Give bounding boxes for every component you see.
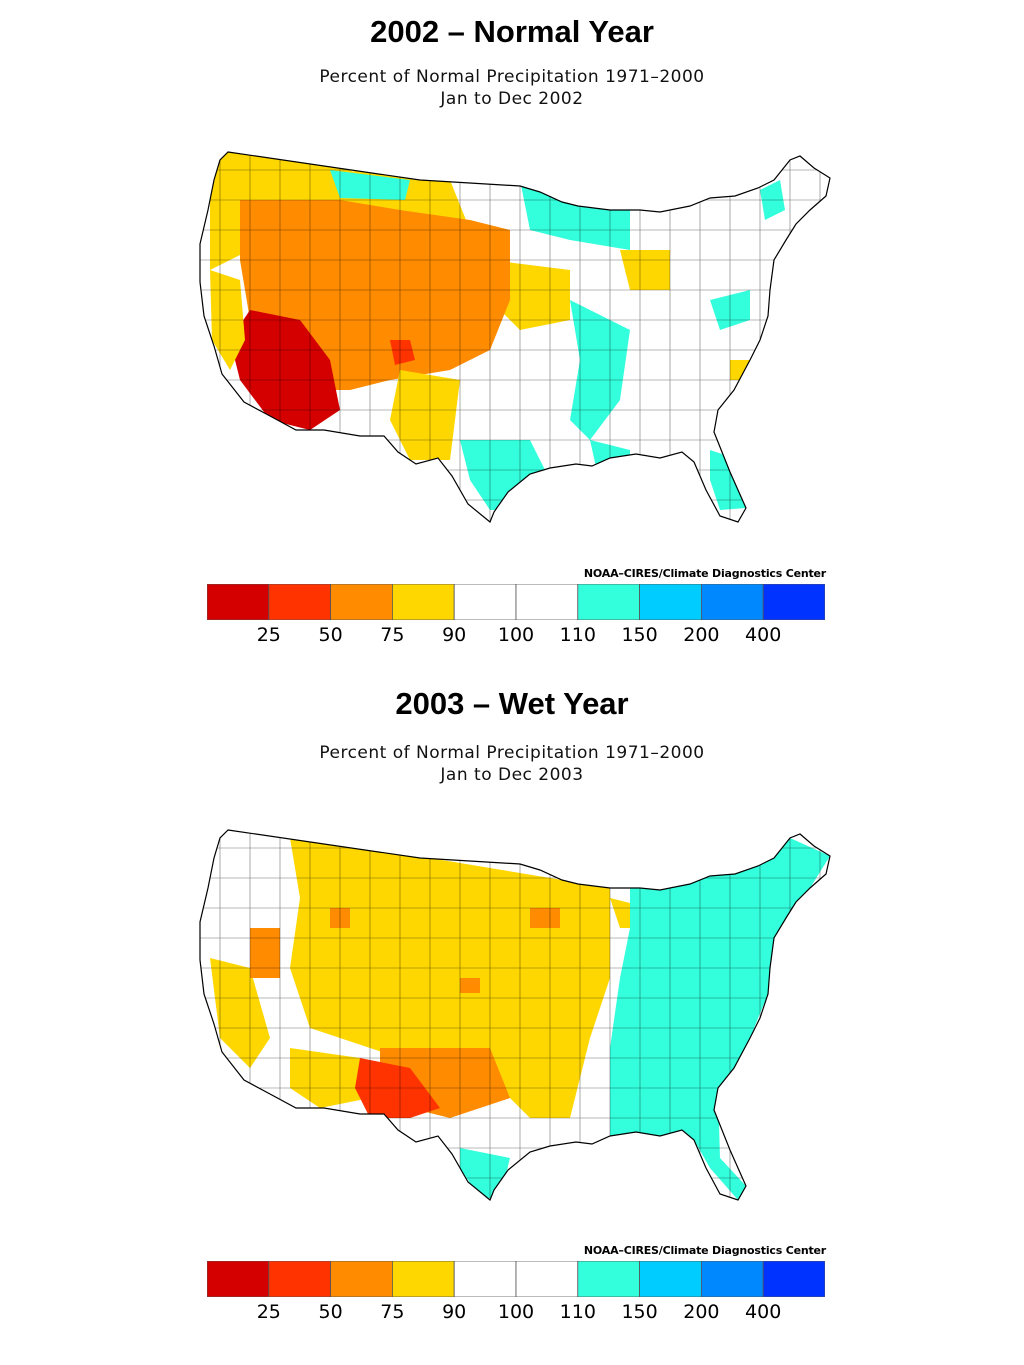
legend-swatch — [639, 1261, 702, 1297]
legend-swatch — [639, 584, 702, 620]
legend-swatch — [207, 1261, 270, 1297]
legend-swatch — [207, 584, 270, 620]
legend-swatch — [453, 584, 517, 620]
panel-2003: 2003 – Wet Year Percent of Normal Precip… — [0, 678, 1024, 1365]
color-scale-legend — [207, 1261, 825, 1297]
legend-swatch — [762, 1261, 825, 1297]
legend-tick: 100 — [497, 624, 535, 646]
legend-tick: 150 — [621, 1301, 658, 1323]
map-title-line1: Percent of Normal Precipitation 1971–200… — [319, 743, 705, 763]
legend-swatch — [515, 584, 579, 620]
legend-swatch — [700, 1261, 764, 1297]
legend-swatch — [577, 584, 640, 620]
legend-swatch — [453, 1261, 517, 1297]
panel-2002: 2002 – Normal Year Percent of Normal Pre… — [0, 0, 1024, 660]
legend-swatch — [391, 584, 455, 620]
data-credit: NOAA–CIRES/Climate Diagnostics Center — [583, 1244, 826, 1257]
legend-tick: 25 — [256, 624, 281, 646]
legend-tick: 25 — [256, 1301, 281, 1323]
legend-tick: 50 — [318, 624, 343, 646]
legend-swatch — [577, 1261, 640, 1297]
legend-tick: 400 — [745, 1301, 782, 1323]
map-title-line1: Percent of Normal Precipitation 1971–200… — [319, 67, 705, 87]
legend-swatch — [268, 1261, 331, 1297]
legend-tick: 90 — [442, 624, 467, 646]
legend-tick: 110 — [559, 624, 596, 646]
legend-swatch — [330, 1261, 393, 1297]
legend-tick: 200 — [683, 624, 720, 646]
legend-tick: 100 — [497, 1301, 535, 1323]
panel-heading: 2002 – Normal Year — [370, 14, 654, 49]
legend-swatch — [700, 584, 764, 620]
map-title-line2: Jan to Dec 2002 — [440, 89, 584, 109]
legend-tick: 150 — [621, 624, 658, 646]
legend-tick: 200 — [683, 1301, 720, 1323]
legend-tick: 50 — [318, 1301, 343, 1323]
legend-ticks: 25 50 75 90 100 110 150 200 400 — [207, 624, 825, 648]
precipitation-map-2003 — [199, 829, 831, 1201]
legend-tick: 75 — [380, 624, 405, 646]
legend-tick: 110 — [559, 1301, 596, 1323]
color-scale-legend — [207, 584, 825, 620]
legend-swatch — [762, 584, 825, 620]
legend-swatch — [391, 1261, 455, 1297]
map-title-line2: Jan to Dec 2003 — [440, 765, 584, 785]
legend-tick: 75 — [380, 1301, 405, 1323]
legend-swatch — [268, 584, 331, 620]
legend-ticks: 25 50 75 90 100 110 150 200 400 — [207, 1301, 825, 1325]
legend-swatch — [330, 584, 393, 620]
legend-swatch — [515, 1261, 579, 1297]
legend-tick: 90 — [442, 1301, 467, 1323]
precipitation-map-2002 — [199, 151, 831, 523]
panel-heading: 2003 – Wet Year — [395, 686, 629, 721]
legend-tick: 400 — [745, 624, 782, 646]
data-credit: NOAA–CIRES/Climate Diagnostics Center — [583, 567, 826, 580]
